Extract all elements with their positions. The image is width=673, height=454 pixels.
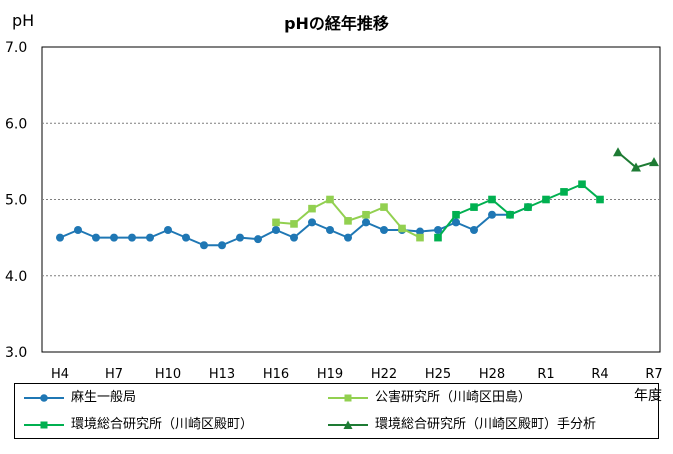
data-point-s0-H21 xyxy=(362,218,370,227)
legend-swatch-kogai xyxy=(328,394,368,402)
data-point-s1-H17 xyxy=(290,220,298,228)
data-point-s3-R6 xyxy=(631,162,641,172)
data-point-s0-H27 xyxy=(470,226,478,234)
data-point-s0-H7 xyxy=(110,233,118,242)
x-tick-label-H4: H4 xyxy=(51,367,69,382)
data-point-s2-H26 xyxy=(452,210,460,219)
data-point-s2-H28 xyxy=(488,195,496,204)
data-point-s0-H15 xyxy=(254,235,262,244)
data-point-s0-H5 xyxy=(74,226,82,234)
data-point-s0-H11 xyxy=(182,233,190,242)
x-tick-label-H22: H22 xyxy=(371,367,397,382)
data-point-s1-H23 xyxy=(398,224,406,233)
data-point-s1-H24 xyxy=(416,233,424,242)
legend: 麻生一般局 公害研究所（川崎区田島） 環境総合研究所（川崎区殿町） 環境総合研究… xyxy=(14,383,659,439)
data-point-s0-H8 xyxy=(128,233,136,242)
y-tick-label-4: 7.0 xyxy=(5,40,27,56)
data-point-s2-R4 xyxy=(596,195,604,204)
data-point-s1-H21 xyxy=(362,210,370,219)
y-tick-label-3: 6.0 xyxy=(5,116,27,132)
data-point-s0-H10 xyxy=(164,226,172,234)
data-point-s0-H22 xyxy=(380,226,388,234)
x-tick-label-H10: H10 xyxy=(155,367,181,382)
data-point-s0-H14 xyxy=(236,233,244,242)
data-point-s2-H25 xyxy=(434,233,442,242)
y-tick-label-1: 4.0 xyxy=(5,269,27,285)
data-point-s0-H12 xyxy=(200,241,208,250)
data-point-s2-H29 xyxy=(506,210,514,219)
data-point-s1-H18 xyxy=(308,204,316,213)
x-tick-label-H25: H25 xyxy=(425,367,451,382)
data-point-s0-H13 xyxy=(218,241,226,250)
data-point-s3-R5 xyxy=(613,147,623,157)
data-point-s2-H30 xyxy=(524,203,532,211)
data-point-s1-H16 xyxy=(272,218,280,227)
legend-item-kogai: 公害研究所（川崎区田島） xyxy=(327,390,531,406)
x-tick-label-H16: H16 xyxy=(263,367,289,382)
series-line-2 xyxy=(437,183,601,239)
legend-swatch-kankyo-manual xyxy=(328,420,368,429)
x-tick-label-R1: R1 xyxy=(537,367,554,382)
data-point-s0-H26 xyxy=(452,218,460,227)
y-tick-label-0: 3.0 xyxy=(5,345,27,361)
data-point-s2-R3 xyxy=(578,180,586,189)
data-point-s0-H24 xyxy=(416,227,424,236)
legend-item-kankyo-manual: 環境総合研究所（川崎区殿町）手分析 xyxy=(327,417,596,433)
x-axis-label: 年度 xyxy=(634,388,662,404)
chart-title: pHの経年推移 xyxy=(284,14,389,33)
legend-item-asao: 麻生一般局 xyxy=(23,390,136,406)
x-tick-label-H28: H28 xyxy=(479,367,505,382)
legend-swatch-asao xyxy=(24,394,64,402)
y-axis-unit-label: pH xyxy=(12,11,35,30)
legend-swatch-kankyo xyxy=(24,421,64,429)
data-point-s0-H18 xyxy=(308,218,316,227)
x-tick-label-H7: H7 xyxy=(105,367,123,382)
data-point-s1-H22 xyxy=(380,203,388,211)
data-point-s1-H20 xyxy=(344,217,352,225)
legend-label-asao: 麻生一般局 xyxy=(71,390,137,405)
data-point-s3-R7 xyxy=(649,157,659,167)
legend-label-kankyo-manual: 環境総合研究所（川崎区殿町）手分析 xyxy=(375,417,597,432)
data-point-s0-H6 xyxy=(92,233,100,242)
data-point-s0-H4 xyxy=(56,233,64,242)
data-point-s0-H16 xyxy=(272,226,280,234)
data-point-s1-H19 xyxy=(326,195,334,204)
data-point-s2-R1 xyxy=(542,195,550,204)
legend-label-kankyo: 環境総合研究所（川崎区殿町） xyxy=(71,417,254,432)
x-tick-label-R7: R7 xyxy=(645,367,662,382)
y-tick-label-2: 5.0 xyxy=(5,193,27,209)
x-tick-label-H19: H19 xyxy=(317,367,343,382)
data-point-s0-H20 xyxy=(344,233,352,242)
data-point-s2-R2 xyxy=(560,188,568,196)
data-point-s0-H9 xyxy=(146,233,154,242)
x-tick-label-R4: R4 xyxy=(591,367,608,382)
data-point-s0-H28 xyxy=(488,210,496,219)
data-point-s0-H17 xyxy=(290,233,298,242)
data-point-s0-H19 xyxy=(326,226,334,234)
x-tick-label-H13: H13 xyxy=(209,367,235,382)
legend-item-kankyo: 環境総合研究所（川崎区殿町） xyxy=(23,417,253,433)
data-point-s0-H25 xyxy=(434,226,442,234)
data-point-s2-H27 xyxy=(470,203,478,211)
legend-label-kogai: 公害研究所（川崎区田島） xyxy=(375,390,532,405)
